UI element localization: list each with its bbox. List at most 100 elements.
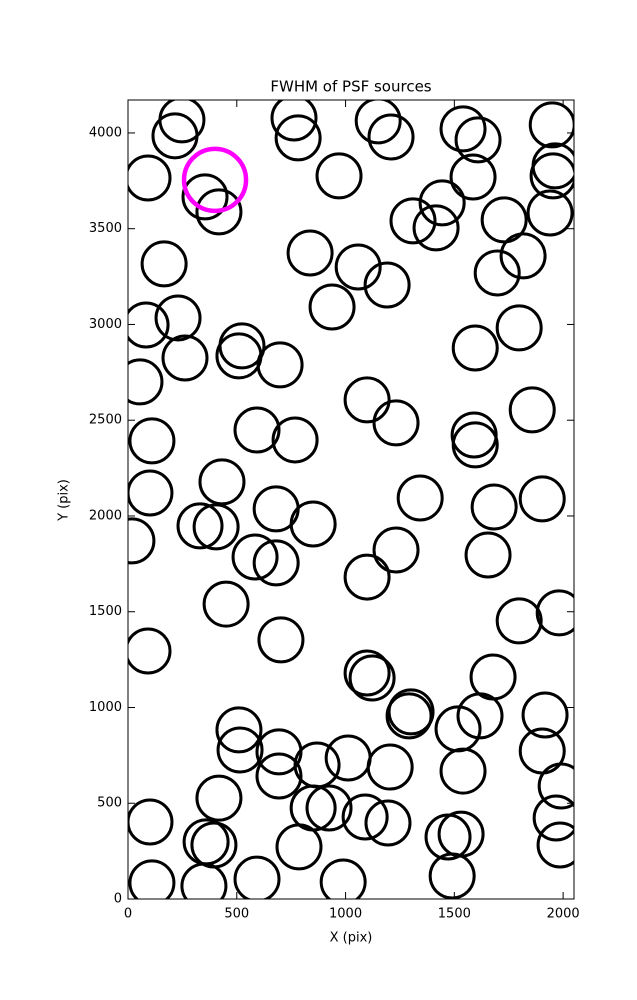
source-marker: [480, 196, 528, 244]
source-marker: [128, 627, 172, 675]
source-marker: [231, 533, 279, 581]
source-marker: [128, 417, 176, 465]
source-marker: [449, 153, 497, 201]
x-axis-label: X (pix): [330, 931, 373, 946]
source-marker: [128, 469, 174, 517]
source-marker: [128, 358, 164, 406]
y-tick-label: 1500: [89, 604, 122, 619]
source-marker: [315, 152, 363, 200]
source-marker: [363, 261, 411, 309]
source-marker: [305, 784, 353, 832]
source-marker: [255, 728, 303, 776]
source-marker: [128, 301, 170, 349]
source-marker: [464, 531, 512, 579]
source-marker: [537, 762, 574, 810]
source-marker: [128, 798, 174, 846]
source-marker: [521, 691, 569, 739]
source-marker: [354, 100, 402, 145]
source-marker: [324, 734, 372, 782]
y-tick-label: 3000: [89, 317, 122, 332]
source-marker: [161, 334, 209, 382]
source-marker: [528, 101, 574, 149]
source-marker: [289, 500, 337, 548]
source-marker: [308, 283, 356, 331]
source-marker: [195, 774, 243, 822]
source-marker: [385, 692, 433, 740]
source-marker: [529, 152, 574, 200]
source-marker: [518, 475, 566, 523]
y-tick-label: 500: [97, 796, 122, 811]
source-marker: [439, 105, 487, 153]
source-marker: [469, 653, 517, 701]
source-marker: [343, 553, 391, 601]
source-marker: [532, 794, 574, 842]
source-marker: [343, 376, 391, 424]
source-marker: [412, 204, 460, 252]
x-tick-label: 1500: [438, 907, 471, 922]
source-marker: [341, 793, 389, 841]
source-marker: [535, 589, 574, 637]
source-marker: [536, 821, 574, 869]
source-marker: [319, 858, 367, 899]
source-marker: [387, 688, 435, 736]
y-tick-label: 2000: [89, 508, 122, 523]
source-marker: [181, 146, 249, 214]
y-tick-label: 2500: [89, 413, 122, 428]
source-marker: [151, 112, 199, 160]
source-marker: [454, 116, 502, 164]
source-marker: [181, 173, 229, 221]
source-marker: [128, 517, 156, 565]
source-marker: [128, 154, 172, 202]
source-marker: [286, 229, 334, 277]
source-marker: [255, 752, 303, 800]
source-marker: [473, 249, 521, 297]
source-marker: [198, 458, 246, 506]
source-marker: [274, 114, 322, 162]
source-marker: [451, 421, 499, 469]
source-marker: [348, 654, 396, 702]
source-marker: [439, 747, 487, 795]
source-marker: [418, 179, 466, 227]
source-marker: [508, 386, 556, 434]
x-tick-label: 2000: [547, 907, 580, 922]
source-marker: [526, 189, 574, 237]
source-marker: [364, 799, 412, 847]
source-marker: [252, 539, 300, 587]
source-marker: [257, 616, 305, 664]
source-marker: [343, 649, 391, 697]
source-marker: [428, 852, 476, 899]
source-marker: [396, 474, 444, 522]
y-tick-label: 4000: [89, 125, 122, 140]
source-marker: [233, 406, 281, 454]
source-marker: [215, 706, 263, 754]
y-tick-label: 1000: [89, 700, 122, 715]
plot-area: [128, 100, 574, 899]
source-marker: [176, 502, 224, 550]
y-tick-label: 0: [114, 892, 122, 907]
source-marker: [128, 859, 176, 899]
source-marker: [334, 243, 382, 291]
source-marker: [180, 862, 228, 899]
source-marker: [192, 503, 240, 551]
source-marker: [367, 113, 415, 161]
source-marker: [140, 240, 188, 288]
source-marker: [470, 483, 518, 531]
source-marker: [495, 304, 543, 352]
x-tick-label: 1000: [329, 907, 362, 922]
source-marker: [154, 294, 202, 342]
source-marker: [275, 823, 323, 871]
source-marker: [495, 597, 543, 645]
source-marker: [389, 197, 437, 245]
x-tick-label: 0: [124, 907, 132, 922]
source-marker: [372, 526, 420, 574]
y-tick-label: 3500: [89, 221, 122, 236]
source-marker: [451, 324, 499, 372]
source-marker: [271, 416, 319, 464]
source-marker: [195, 188, 243, 236]
source-marker: [202, 580, 250, 628]
source-marker: [372, 399, 420, 447]
y-axis-label: Y (pix): [57, 479, 72, 522]
chart-title: FWHM of PSF sources: [270, 78, 431, 96]
source-marker: [256, 341, 304, 389]
